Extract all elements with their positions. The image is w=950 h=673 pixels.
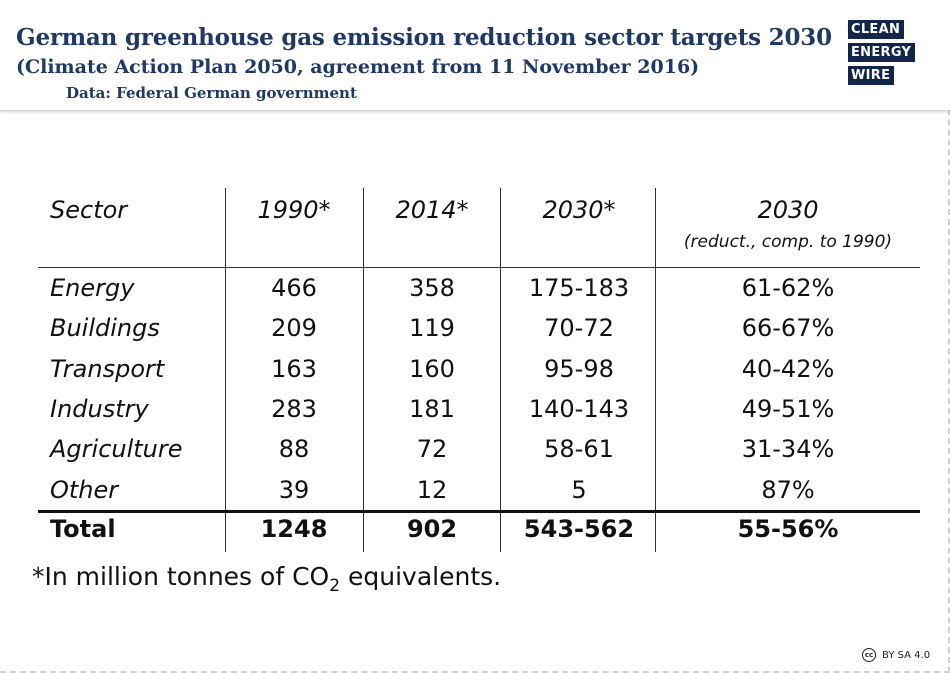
- table-cell: 119: [409, 314, 455, 343]
- header-bar: German greenhouse gas emission reduction…: [0, 0, 950, 110]
- table-cell: 140-143: [528, 394, 630, 423]
- table-cell: 160: [409, 354, 455, 383]
- total-cell: 543-562: [523, 515, 635, 543]
- column-header: 2030: [757, 196, 819, 224]
- footnote-subscript: 2: [329, 576, 341, 596]
- table-cell: 39: [278, 475, 310, 504]
- cc-icon: cc: [862, 648, 876, 662]
- data-source: Data: Federal German government: [66, 84, 357, 102]
- chart-subtitle: (Climate Action Plan 2050, agreement fro…: [16, 56, 700, 78]
- table-cell: 72: [416, 435, 448, 464]
- table-cell: 5: [571, 475, 587, 504]
- total-cell: 902: [406, 515, 458, 543]
- footnote: *In million tonnes of CO2 equivalents.: [32, 562, 501, 596]
- table-cell: 163: [271, 354, 317, 383]
- total-row-divider: [38, 510, 920, 513]
- row-label: Other: [50, 475, 119, 504]
- table-cell: 358: [409, 274, 455, 302]
- clean-energy-wire-logo: CLEAN ENERGY WIRE: [848, 18, 918, 87]
- header-row-divider: [38, 267, 920, 268]
- column-divider: [363, 188, 364, 552]
- total-cell: 1248: [260, 515, 328, 543]
- table-cell: 175-183: [528, 274, 630, 302]
- row-label: Buildings: [50, 314, 160, 343]
- table-cell: 88: [278, 435, 310, 464]
- table-cell: 283: [271, 394, 317, 423]
- table-cell: 466: [271, 274, 317, 302]
- table-cell: 181: [409, 394, 455, 423]
- column-header-note: (reduct., comp. to 1990): [683, 232, 893, 252]
- table-cell: 61-62%: [741, 274, 835, 302]
- column-divider: [225, 188, 226, 552]
- logo-line-clean: CLEAN: [848, 20, 905, 39]
- total-cell: 55-56%: [737, 515, 839, 543]
- table-cell: 40-42%: [741, 354, 835, 383]
- chart-title: German greenhouse gas emission reduction…: [16, 24, 832, 51]
- column-divider: [655, 188, 656, 552]
- column-header: 1990*: [257, 196, 331, 224]
- column-header: 2030*: [542, 196, 616, 224]
- table-cell: 12: [416, 475, 448, 504]
- table-cell: 66-67%: [741, 314, 835, 343]
- column-header: 2014*: [395, 196, 469, 224]
- row-label: Agriculture: [50, 435, 183, 464]
- row-label: Energy: [50, 274, 135, 302]
- license-badge: cc BY SA 4.0: [862, 648, 930, 662]
- table-cell: 87%: [761, 475, 815, 504]
- table-cell: 95-98: [544, 354, 614, 383]
- column-divider: [500, 188, 501, 552]
- license-text: BY SA 4.0: [882, 649, 931, 661]
- total-label: Total: [50, 515, 116, 543]
- logo-line-wire: WIRE: [848, 66, 895, 85]
- table-cell: 31-34%: [741, 435, 835, 464]
- table-cell: 70-72: [544, 314, 614, 343]
- row-label: Transport: [50, 354, 165, 383]
- footnote-text-end: equivalents.: [340, 562, 502, 591]
- footnote-text: *In million tonnes of CO: [32, 562, 330, 591]
- table-cell: 49-51%: [741, 394, 835, 423]
- row-label: Industry: [50, 394, 149, 423]
- table-cell: 58-61: [544, 435, 614, 464]
- emissions-table: Sector 1990* 2014* 2030* 2030 (reduct., comp.…: [38, 188, 920, 552]
- table-cell: 209: [271, 314, 317, 343]
- logo-line-energy: ENERGY: [848, 43, 916, 62]
- column-header: Sector: [50, 196, 128, 224]
